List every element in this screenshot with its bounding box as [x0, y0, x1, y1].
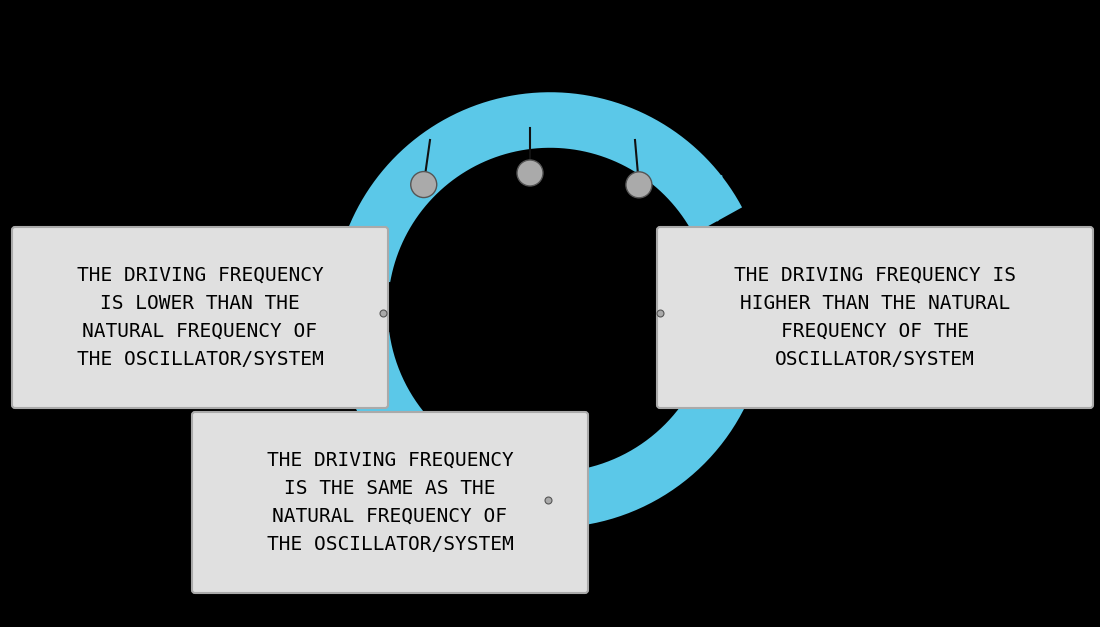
- Text: THE DRIVING FREQUENCY
IS LOWER THAN THE
NATURAL FREQUENCY OF
THE OSCILLATOR/SYST: THE DRIVING FREQUENCY IS LOWER THAN THE …: [77, 266, 323, 369]
- Polygon shape: [343, 337, 392, 377]
- FancyBboxPatch shape: [12, 227, 388, 408]
- Text: THE DRIVING FREQUENCY
IS THE SAME AS THE
NATURAL FREQUENCY OF
THE OSCILLATOR/SYS: THE DRIVING FREQUENCY IS THE SAME AS THE…: [266, 451, 514, 554]
- Circle shape: [626, 172, 652, 198]
- Circle shape: [410, 172, 437, 198]
- Text: THE DRIVING FREQUENCY IS
HIGHER THAN THE NATURAL
FREQUENCY OF THE
OSCILLATOR/SYS: THE DRIVING FREQUENCY IS HIGHER THAN THE…: [734, 266, 1016, 369]
- FancyBboxPatch shape: [192, 412, 588, 593]
- Polygon shape: [678, 176, 722, 221]
- Circle shape: [517, 160, 543, 186]
- FancyBboxPatch shape: [657, 227, 1093, 408]
